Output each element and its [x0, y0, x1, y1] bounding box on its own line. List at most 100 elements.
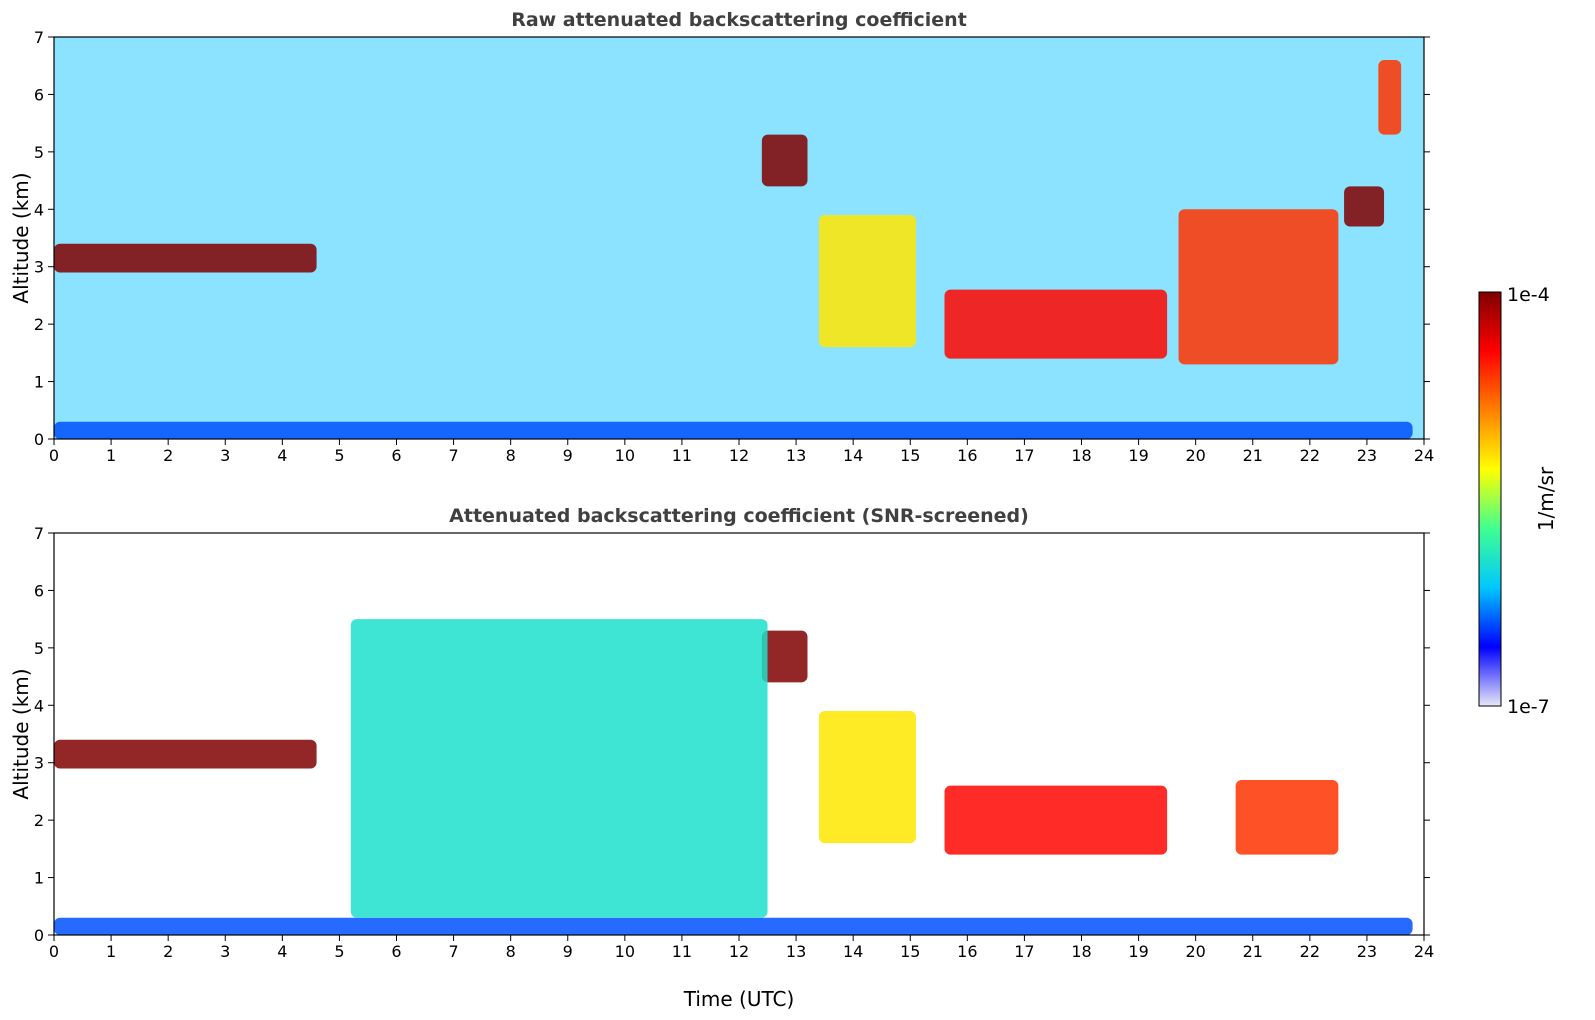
x-tick-label: 24	[1414, 942, 1434, 961]
y-tick-label: 3	[34, 754, 44, 773]
x-tick-label: 7	[448, 446, 458, 465]
x-tick-label: 12	[729, 942, 749, 961]
heat-feature-cloud-band-late	[1178, 209, 1339, 365]
x-tick-label: 2	[163, 942, 173, 961]
x-tick-label: 0	[49, 942, 59, 961]
x-tick-label: 13	[786, 942, 806, 961]
colorbar: 1e-4 1e-7 1/m/sr	[1478, 284, 1558, 718]
x-tick-label: 1	[106, 446, 116, 465]
x-tick-label: 15	[900, 446, 920, 465]
heat-feature-cloud-band-mid	[944, 289, 1168, 359]
x-tick-label: 20	[1185, 942, 1205, 961]
x-tick-label: 21	[1243, 942, 1263, 961]
x-tick-label: 3	[220, 942, 230, 961]
heat-feature-high-cloud-23h	[1378, 59, 1402, 135]
y-tick-label: 2	[34, 811, 44, 830]
panel2-title: Attenuated backscattering coefficient (S…	[449, 505, 1029, 527]
x-tick-label: 8	[506, 942, 516, 961]
x-tick-label: 22	[1300, 446, 1320, 465]
snr-screened-panel: Attenuated backscattering coefficient (S…	[9, 505, 1434, 1011]
heat-feature-aerosol-plume	[818, 215, 916, 348]
y-tick-label: 3	[34, 258, 44, 277]
x-tick-label: 14	[843, 942, 863, 961]
x-tick-label: 17	[1014, 942, 1034, 961]
x-tick-label: 13	[786, 446, 806, 465]
x-tick-label: 0	[49, 446, 59, 465]
heat-feature-low-cloud-layer	[54, 243, 317, 273]
x-tick-label: 5	[334, 446, 344, 465]
x-tick-label: 9	[563, 446, 573, 465]
y-tick-label: 5	[34, 143, 44, 162]
x-tick-label: 20	[1185, 446, 1205, 465]
y-tick-label: 5	[34, 639, 44, 658]
x-tick-label: 16	[957, 942, 977, 961]
x-tick-label: 18	[1071, 942, 1091, 961]
x-tick-label: 7	[448, 942, 458, 961]
x-tick-label: 21	[1243, 446, 1263, 465]
x-tick-label: 2	[163, 446, 173, 465]
panel1-ylabel: Altitude (km)	[9, 172, 33, 303]
x-tick-label: 16	[957, 446, 977, 465]
x-tick-label: 23	[1357, 446, 1377, 465]
y-tick-label: 1	[34, 373, 44, 392]
heat-feature-cloud-band-mid	[944, 785, 1168, 855]
heat-feature-boundary-layer	[54, 421, 1413, 439]
x-tick-label: 3	[220, 446, 230, 465]
heat-feature-aerosol-plume	[818, 711, 916, 844]
panel2-heatmap	[54, 619, 1413, 935]
x-tick-label: 19	[1128, 942, 1148, 961]
colorbar-min-label: 1e-7	[1507, 696, 1550, 718]
x-tick-label: 6	[391, 446, 401, 465]
x-tick-label: 4	[277, 942, 287, 961]
colorbar-max-label: 1e-4	[1507, 284, 1550, 306]
x-tick-label: 12	[729, 446, 749, 465]
colorbar-label: 1/m/sr	[1534, 466, 1558, 531]
x-tick-label: 11	[672, 942, 692, 961]
x-tick-label: 22	[1300, 942, 1320, 961]
heat-feature-cloud-patch-13h	[761, 134, 808, 187]
panel1-x-ticks: 0 1 2 3 4 5 6 7 8 9 10 11 12 13 14 15 16 17 18 19 20 21 22 23 24	[49, 439, 1434, 465]
x-tick-label: 24	[1414, 446, 1434, 465]
y-tick-label: 7	[34, 28, 44, 47]
x-tick-label: 23	[1357, 942, 1377, 961]
colorbar-gradient	[1478, 291, 1502, 707]
y-tick-label: 1	[34, 869, 44, 888]
y-tick-label: 4	[34, 200, 44, 219]
x-tick-label: 8	[506, 446, 516, 465]
y-tick-label: 0	[34, 430, 44, 449]
x-tick-label: 10	[615, 446, 635, 465]
y-tick-label: 4	[34, 696, 44, 715]
panel2-y-ticks: 0 1 2 3 4 5 6 7	[34, 524, 1430, 945]
heat-feature-low-cloud-layer	[54, 739, 317, 769]
y-tick-label: 2	[34, 315, 44, 334]
x-tick-label: 1	[106, 942, 116, 961]
x-tick-label: 4	[277, 446, 287, 465]
heat-feature-aerosol-haze	[350, 619, 768, 918]
x-tick-label: 5	[334, 942, 344, 961]
panel1-title: Raw attenuated backscattering coefficien…	[511, 9, 967, 31]
x-tick-label: 17	[1014, 446, 1034, 465]
heat-feature-cloud-patch-13h	[761, 630, 808, 683]
heat-feature-cloud-band-late	[1235, 779, 1339, 855]
panel2-x-ticks: 0 1 2 3 4 5 6 7 8 9 10 11 12 13 14 15 16 17 18 19 20 21 22 23 24	[49, 935, 1434, 961]
panel2-xlabel: Time (UTC)	[683, 987, 795, 1011]
raw-backscatter-panel: Raw attenuated backscattering coefficien…	[9, 9, 1434, 465]
x-tick-label: 9	[563, 942, 573, 961]
y-tick-label: 0	[34, 926, 44, 945]
x-tick-label: 10	[615, 942, 635, 961]
heat-feature-cloud-patch-23h	[1344, 186, 1385, 227]
x-tick-label: 15	[900, 942, 920, 961]
panel1-y-ticks: 0 1 2 3 4 5 6 7	[34, 28, 1430, 449]
x-tick-label: 18	[1071, 446, 1091, 465]
panel2-ylabel: Altitude (km)	[9, 668, 33, 799]
x-tick-label: 14	[843, 446, 863, 465]
x-tick-label: 11	[672, 446, 692, 465]
y-tick-label: 6	[34, 85, 44, 104]
y-tick-label: 7	[34, 524, 44, 543]
y-tick-label: 6	[34, 581, 44, 600]
x-tick-label: 19	[1128, 446, 1148, 465]
x-tick-label: 6	[391, 942, 401, 961]
heat-feature-boundary-layer	[54, 917, 1413, 935]
panel1-heatmap	[54, 37, 1424, 439]
